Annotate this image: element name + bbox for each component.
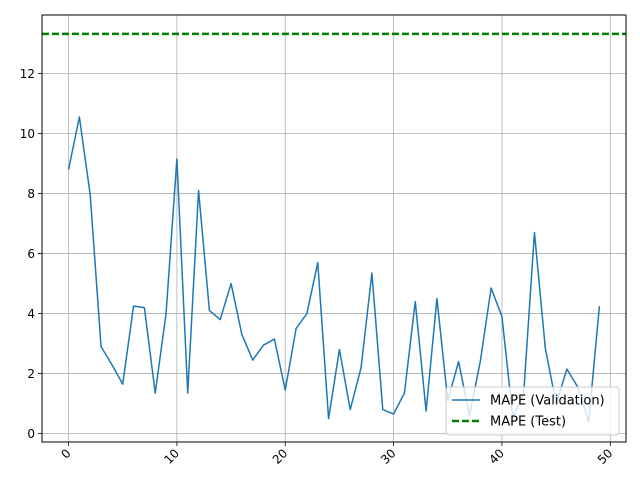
grid-lines	[42, 15, 626, 442]
plot-area	[42, 15, 626, 442]
plot-frame	[41, 14, 627, 443]
y-tick-label: 4	[27, 307, 35, 321]
legend: MAPE (Validation) MAPE (Test)	[445, 386, 620, 436]
legend-label-validation: MAPE (Validation)	[490, 394, 605, 409]
y-tick-label: 6	[27, 247, 35, 261]
y-tick-label: 8	[27, 187, 35, 201]
y-tick-label: 12	[20, 67, 35, 81]
legend-box	[445, 386, 620, 436]
y-tick-label: 10	[20, 127, 35, 141]
y-tick-label: 0	[27, 427, 35, 441]
legend-label-test: MAPE (Test)	[490, 415, 566, 430]
y-tick-label: 2	[27, 367, 35, 381]
